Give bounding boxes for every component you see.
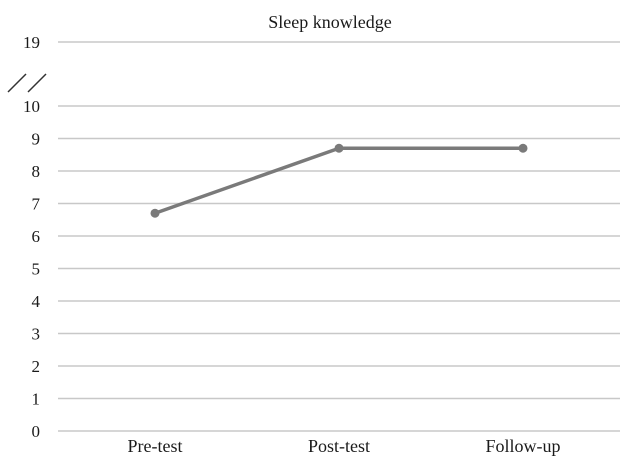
- y-tick-label: 3: [32, 325, 41, 344]
- y-tick-label: 7: [32, 195, 41, 214]
- y-tick-label: 19: [23, 33, 40, 52]
- y-tick-label: 6: [32, 227, 41, 246]
- y-tick-label: 8: [32, 162, 41, 181]
- x-tick-label: Pre-test: [128, 436, 183, 456]
- y-tick-label: 10: [23, 97, 40, 116]
- chart-title: Sleep knowledge: [268, 12, 391, 32]
- data-point: [518, 143, 528, 153]
- y-tick-label: 2: [32, 357, 41, 376]
- y-tick-label: 1: [32, 390, 41, 409]
- gridlines: [58, 41, 620, 432]
- x-tick-label: Follow-up: [485, 436, 560, 456]
- series: [150, 143, 528, 218]
- x-axis-ticks: Pre-test Post-test Follow-up: [128, 436, 561, 456]
- x-tick-label: Post-test: [308, 436, 370, 456]
- axis-break-stroke: [27, 73, 47, 93]
- y-tick-label: 4: [32, 292, 41, 311]
- data-point: [334, 143, 344, 153]
- y-axis-ticks: 0 1 2 3 4 5 6 7 8 9 10 19: [23, 33, 41, 441]
- y-tick-label: 9: [32, 130, 41, 149]
- y-tick-label: 0: [32, 422, 41, 441]
- axis-break-mark: [7, 73, 47, 93]
- data-point: [150, 208, 160, 218]
- axis-break-stroke: [7, 73, 27, 93]
- y-tick-label: 5: [32, 260, 41, 279]
